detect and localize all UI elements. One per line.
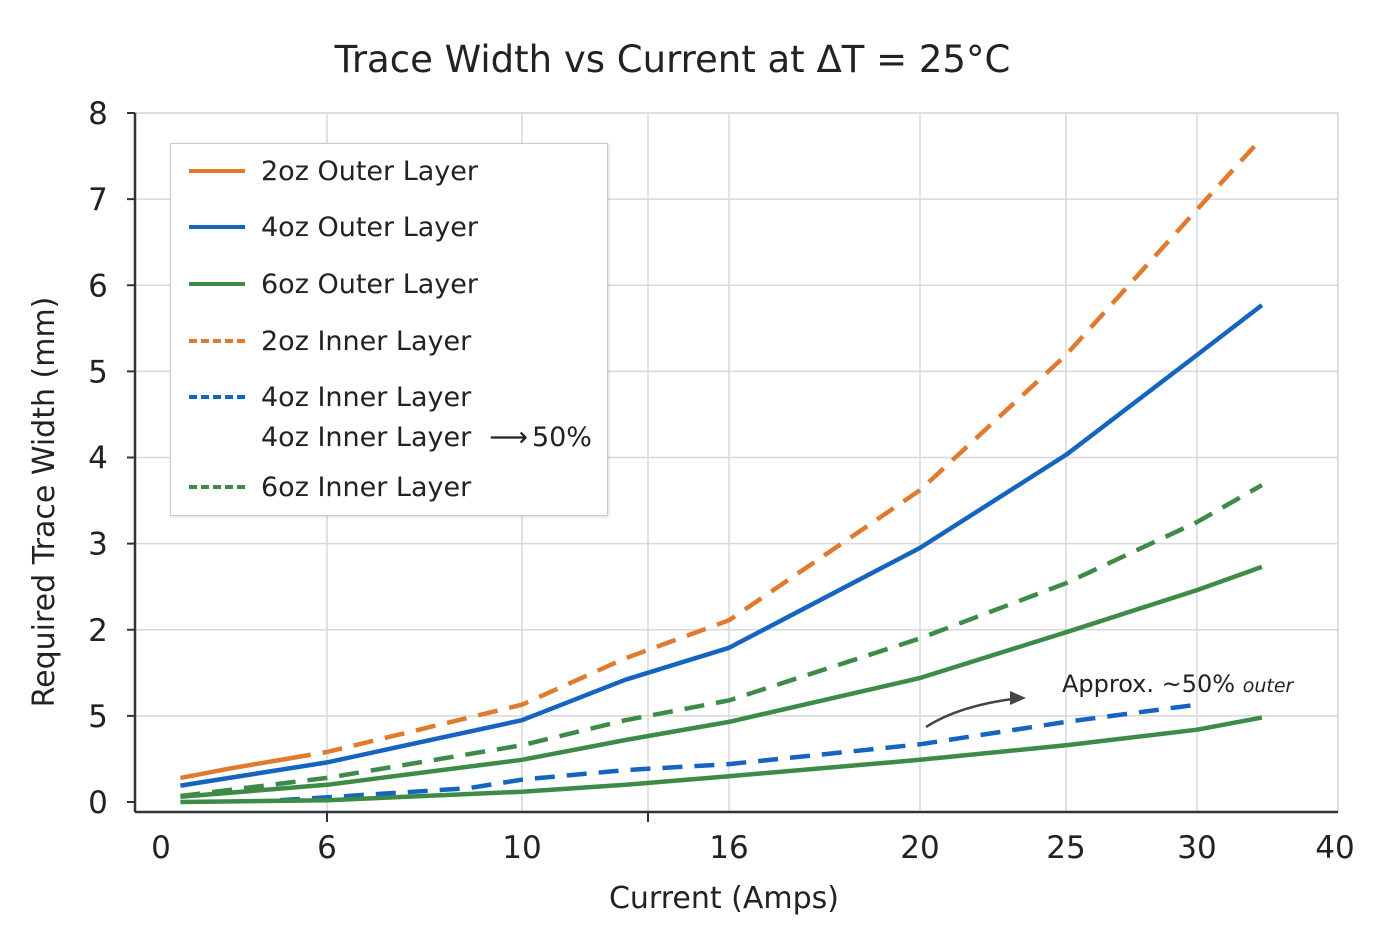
y-tick-label: 6 bbox=[88, 268, 108, 304]
x-tick-label: 16 bbox=[709, 830, 748, 866]
series-line-6oz-inner-layer bbox=[180, 483, 1264, 799]
annotation-arrowhead bbox=[1010, 691, 1026, 705]
series-line-4oz-inner-layer bbox=[279, 702, 1198, 803]
legend-extra-percent: 50% bbox=[531, 421, 592, 453]
annotation-suffix: outer bbox=[1242, 675, 1294, 697]
legend-swatch bbox=[189, 225, 245, 229]
x-tick-label: 40 bbox=[1315, 830, 1354, 866]
legend-label: 2oz Inner Layer bbox=[261, 325, 472, 357]
legend-extra-label: 4oz Inner Layer bbox=[261, 421, 472, 453]
annotation-arrow bbox=[925, 696, 1021, 729]
legend-label: 6oz Outer Layer bbox=[261, 268, 478, 300]
y-tick-label: 4 bbox=[88, 441, 108, 477]
y-tick-label: 8 bbox=[88, 96, 108, 132]
axes bbox=[127, 112, 1338, 822]
series-line-2oz-outer-layer bbox=[179, 755, 292, 781]
legend-swatch bbox=[189, 485, 245, 489]
x-tick-label: 0 bbox=[151, 830, 171, 866]
legend-item-4oz-outer: 4oz Outer Layer bbox=[189, 211, 478, 243]
legend-label: 4oz Outer Layer bbox=[261, 211, 478, 243]
tick-labels: 0 5 2 3 4 5 6 7 8 0 6 10 16 20 25 30 40 bbox=[88, 96, 1355, 866]
legend-item-2oz-inner: 2oz Inner Layer bbox=[189, 325, 472, 357]
legend-item-2oz-outer: 2oz Outer Layer bbox=[189, 155, 478, 187]
legend-label: 2oz Outer Layer bbox=[261, 155, 478, 187]
x-tick-label: 30 bbox=[1177, 830, 1216, 866]
legend-item-6oz-inner: 6oz Inner Layer bbox=[189, 471, 472, 503]
series-line-4oz-outer-layer bbox=[180, 303, 1264, 788]
series-lines bbox=[179, 136, 1264, 805]
x-tick-label: 25 bbox=[1046, 830, 1085, 866]
y-tick-label: 5 bbox=[88, 354, 108, 390]
y-tick-label: 2 bbox=[88, 613, 108, 649]
series-line-unlabeled-green bbox=[180, 715, 1263, 805]
annotation: Approx. ~50% outer bbox=[1062, 670, 1293, 698]
y-axis-label: Required Trace Width (mm) bbox=[27, 297, 62, 708]
legend-extra-note: 4oz Inner Layer ⟶ 50% bbox=[261, 421, 592, 453]
x-tick-label: 6 bbox=[317, 830, 337, 866]
y-tick-label: 3 bbox=[88, 527, 108, 563]
legend-swatch bbox=[189, 169, 245, 173]
legend-swatch bbox=[189, 282, 245, 286]
x-tick-label: 10 bbox=[502, 830, 541, 866]
legend-swatch bbox=[189, 339, 245, 343]
annotation-text: Approx. ~50% bbox=[1062, 670, 1236, 698]
y-tick-label: 0 bbox=[88, 785, 108, 821]
chart-title: Trace Width vs Current at ΔT = 25°C bbox=[334, 38, 1011, 81]
arrow-right-icon: ⟶ bbox=[489, 421, 528, 453]
x-tick-label: 20 bbox=[900, 830, 939, 866]
x-axis-label: Current (Amps) bbox=[609, 881, 839, 916]
legend-swatch bbox=[189, 395, 245, 399]
y-tick-label: 5 bbox=[88, 699, 108, 735]
y-tick-label: 7 bbox=[88, 182, 108, 218]
legend-label: 6oz Inner Layer bbox=[261, 471, 472, 503]
series-line-2oz-inner-layer bbox=[290, 136, 1264, 761]
legend-label: 4oz Inner Layer bbox=[261, 381, 472, 413]
series-line-6oz-outer-layer bbox=[180, 564, 1263, 800]
legend-item-4oz-inner: 4oz Inner Layer bbox=[189, 381, 472, 413]
legend-item-6oz-outer: 6oz Outer Layer bbox=[189, 268, 478, 300]
legend: 2oz Outer Layer 4oz Outer Layer 6oz Oute… bbox=[170, 143, 608, 516]
